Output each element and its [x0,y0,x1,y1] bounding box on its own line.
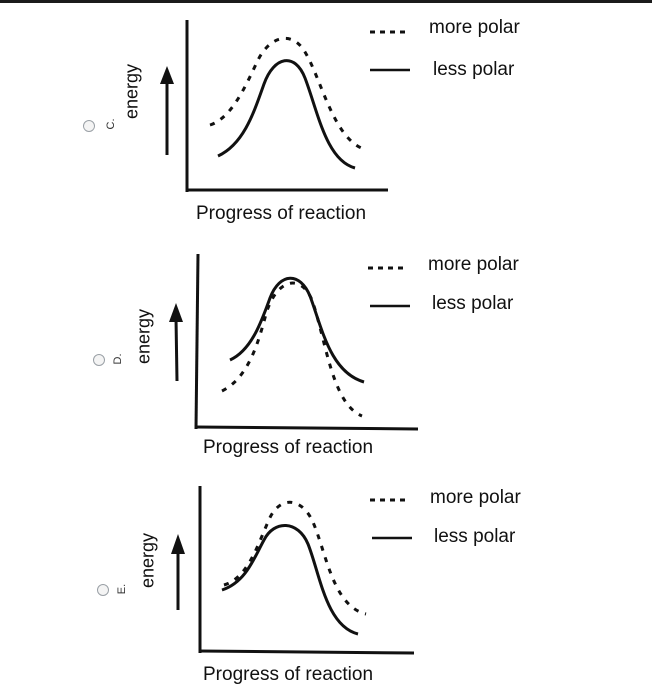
y-axis-line [194,253,200,430]
energy-diagram-e [171,486,415,655]
option-d: D. energy more polar less polar Progress… [0,236,652,466]
radio-option-c[interactable] [83,120,95,132]
less-polar-curve [221,524,359,636]
more-polar-curve [209,36,368,152]
x-axis-label: Progress of reaction [203,437,374,458]
option-c: C. energy more polar less polar Progress… [0,0,652,230]
x-axis-line [198,649,415,655]
legend-more-polar: more polar [430,487,521,508]
energy-arrow-head [160,66,174,84]
legend-more-polar: more polar [429,17,520,38]
x-axis-label: Progress of reaction [196,203,367,224]
less-polar-curve [217,59,356,170]
legend-less-polar: less polar [434,526,516,547]
energy-arrow-head [169,303,183,322]
radio-option-e[interactable] [97,584,109,596]
energy-arrow-shaft [174,317,179,382]
energy-arrow-head [171,534,185,554]
x-axis-label: Progress of reaction [203,664,374,685]
more-polar-curve [223,500,367,616]
less-polar-curve [229,276,365,384]
top-edge-bar [0,0,652,3]
option-e: E. energy more polar less polar Progress… [0,470,652,700]
x-axis-line [195,425,419,431]
legend-more-polar: more polar [428,254,519,275]
legend-less-polar: less polar [433,59,515,80]
legend-less-polar: less polar [432,293,514,314]
more-polar-curve [221,281,363,418]
energy-diagram-c [160,20,410,192]
energy-diagram-d [169,253,419,431]
radio-option-d[interactable] [93,354,105,366]
